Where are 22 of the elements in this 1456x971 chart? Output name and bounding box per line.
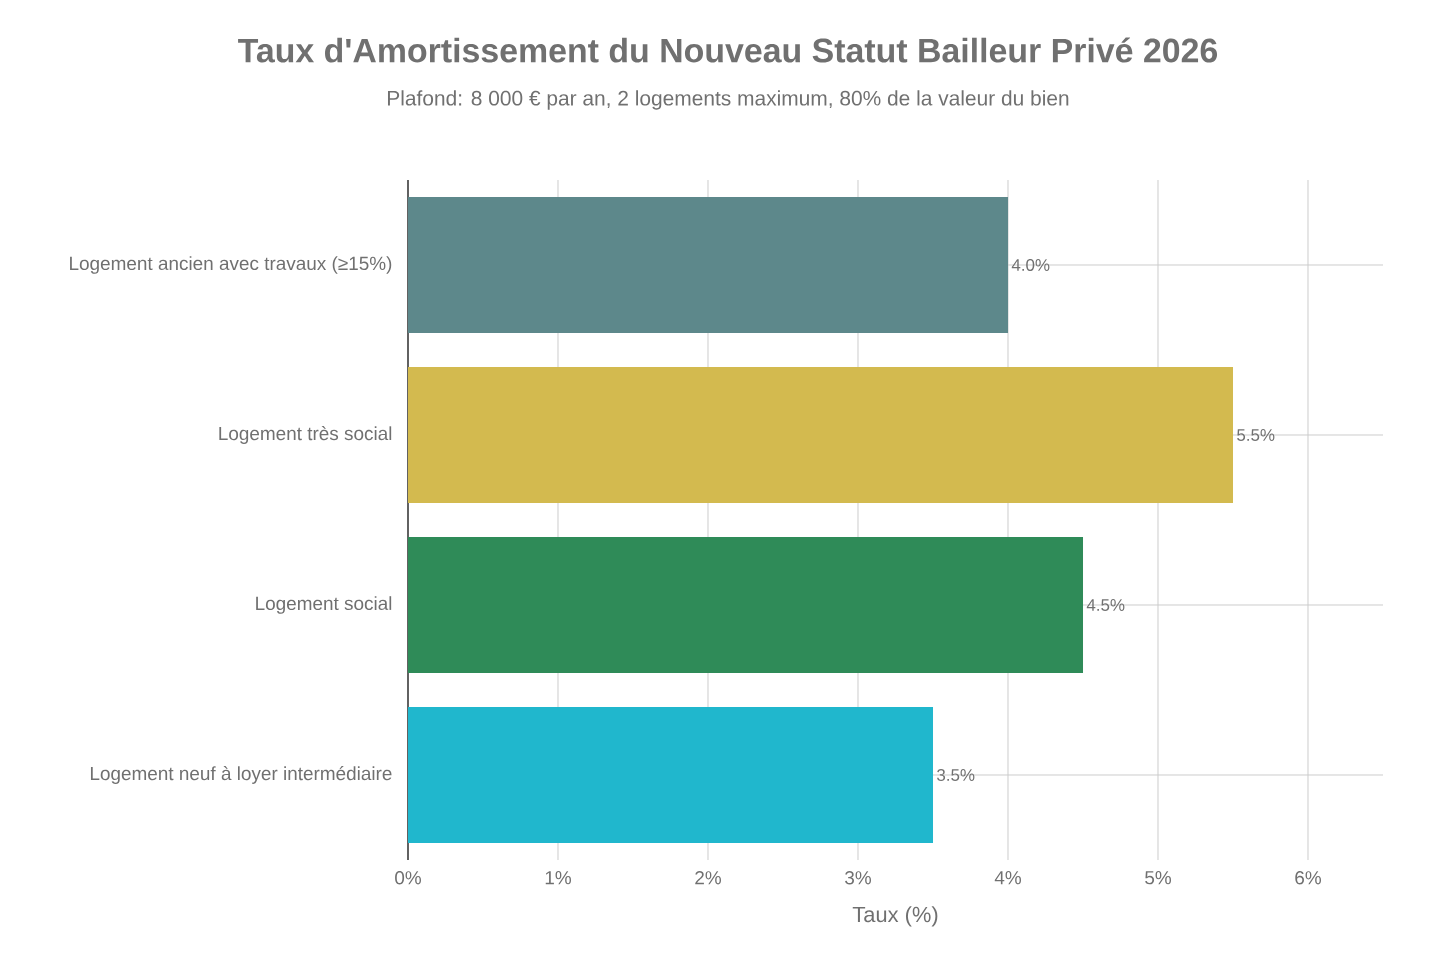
x-tick-label: 2% [695,871,721,885]
chart-title: Taux d'Amortissement du Nouveau Statut Bailleur Privé 2026 [238,37,1218,63]
data-label: 4.5% [1086,599,1125,611]
x-tick-label: 4% [994,871,1022,885]
bar [408,367,1234,504]
data-label: 3.5% [937,769,975,781]
chart-subtitle: Plafond: 8 000 € par an, 2 logements maximum, 80% de la valeur du bien [387,90,1069,110]
y-tick-label: Logement ancien avec travaux (≥15%) [70,256,392,274]
bar [408,707,934,844]
y-tick-label: Logement très social [219,426,392,444]
x-tick-label: 5% [1145,871,1172,885]
y-tick-label: Logement neuf à loyer intermédiaire [90,766,392,784]
x-tick-label: 0% [395,871,421,885]
x-axis-title: Taux (%) [852,906,938,927]
bar [408,197,1009,334]
data-label: 4.0% [1011,259,1050,271]
bar [408,537,1084,674]
data-label: 5.5% [1237,429,1275,441]
x-tick-label: 6% [1295,871,1322,885]
y-tick-label: Logement social [256,596,392,614]
x-tick-label: 3% [845,871,872,885]
x-tick-label: 1% [545,871,571,885]
